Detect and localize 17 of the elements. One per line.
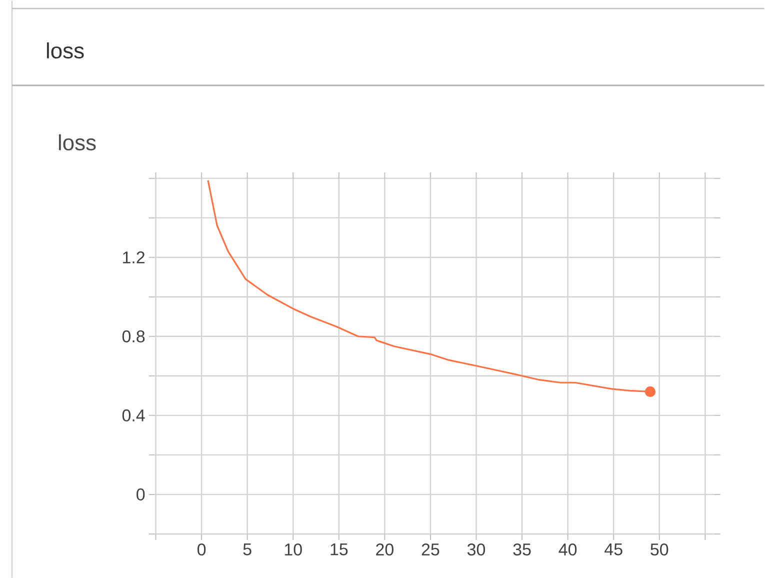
x-tick-label: 40 — [558, 543, 577, 556]
chart-subtitle: loss — [58, 134, 96, 150]
y-tick-label: 0.8 — [122, 330, 145, 342]
x-tick-label: 35 — [513, 543, 531, 556]
x-tick-label: 15 — [330, 543, 348, 556]
x-tick-label: 10 — [284, 543, 302, 556]
x-tick-label: 45 — [604, 543, 622, 556]
x-tick-label: 50 — [650, 543, 668, 556]
x-tick-label: 5 — [243, 543, 252, 556]
x-tick-label: 20 — [376, 543, 394, 556]
x-tick-label: 30 — [467, 543, 486, 556]
y-tick-label: 0.4 — [122, 409, 145, 422]
chart-title: loss — [46, 42, 84, 58]
x-tick-label: 25 — [422, 543, 440, 556]
y-tick-label: 0 — [136, 488, 145, 500]
x-tick-label: 0 — [198, 543, 206, 556]
y-tick-label: 1.2 — [123, 251, 144, 264]
